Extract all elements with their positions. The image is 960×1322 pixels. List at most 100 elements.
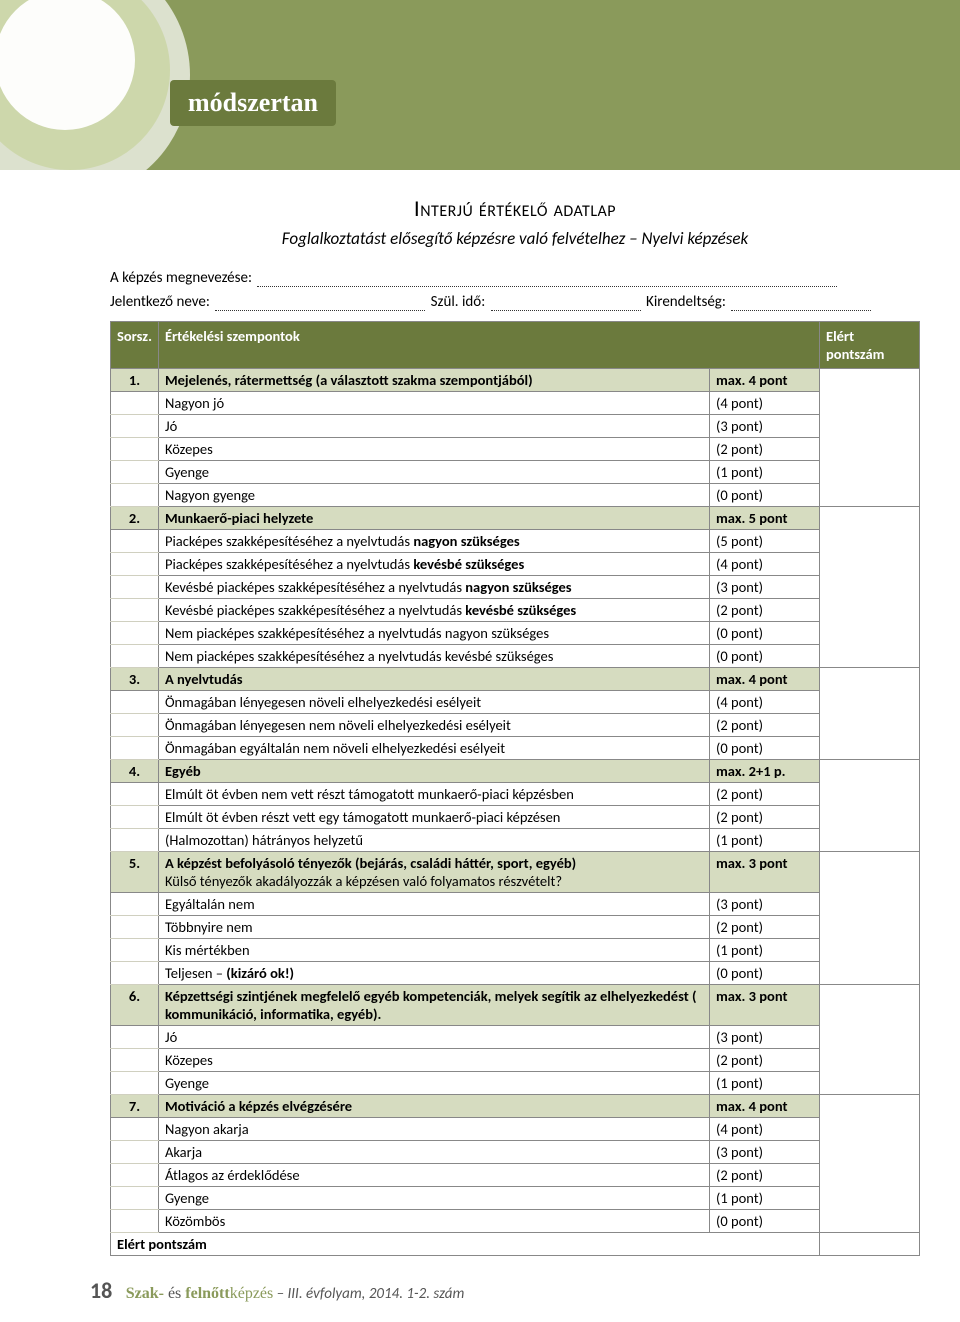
- criteria-row: Nagyon jó(4 pont): [111, 392, 920, 415]
- section-title: A képzést befolyásoló tényezők (bejárás,…: [158, 852, 709, 893]
- criteria-points: (1 pont): [710, 461, 820, 484]
- criteria-row: Önmagában egyáltalán nem növeli elhelyez…: [111, 737, 920, 760]
- section-number: 5.: [111, 852, 159, 893]
- section-title: Motiváció a képzés elvégzésére: [158, 1095, 709, 1118]
- criteria-label: Kevésbé piacképes szakképesítéséhez a ny…: [158, 576, 709, 599]
- criteria-row: Nem piacképes szakképesítéséhez a nyelvt…: [111, 622, 920, 645]
- criteria-row: Piacképes szakképesítéséhez a nyelvtudás…: [111, 530, 920, 553]
- criteria-label: Elmúlt öt évben nem vett részt támogatot…: [158, 783, 709, 806]
- section-title: Munkaerő-piaci helyzete: [158, 507, 709, 530]
- criteria-points: (0 pont): [710, 737, 820, 760]
- blank-cell: [111, 599, 159, 622]
- criteria-row: Önmagában lényegesen nem növeli elhelyez…: [111, 714, 920, 737]
- section-row: 6.Képzettségi szintjének megfelelő egyéb…: [111, 985, 920, 1026]
- blank-cell: [111, 645, 159, 668]
- score-cell[interactable]: [820, 852, 920, 985]
- criteria-points: (3 pont): [710, 1026, 820, 1049]
- blank-cell: [111, 415, 159, 438]
- field-course: A képzés megnevezése:: [110, 269, 920, 287]
- blank-cell: [111, 829, 159, 852]
- blank-cell: [111, 484, 159, 507]
- criteria-points: (5 pont): [710, 530, 820, 553]
- criteria-label: Közepes: [158, 438, 709, 461]
- criteria-points: (2 pont): [710, 1164, 820, 1187]
- evaluation-table: Sorsz.Értékelési szempontokElért pontszá…: [110, 321, 920, 1256]
- criteria-points: (2 pont): [710, 916, 820, 939]
- blank-cell: [111, 1049, 159, 1072]
- score-cell[interactable]: [820, 668, 920, 760]
- blank-cell: [111, 806, 159, 829]
- blank-cell: [111, 893, 159, 916]
- criteria-points: (4 pont): [710, 691, 820, 714]
- criteria-row: Egyáltalán nem(3 pont): [111, 893, 920, 916]
- score-cell[interactable]: [820, 985, 920, 1095]
- criteria-row: Jó(3 pont): [111, 415, 920, 438]
- blank-cell: [111, 1072, 159, 1095]
- score-cell[interactable]: [820, 507, 920, 668]
- blank-cell: [111, 1118, 159, 1141]
- criteria-row: Piacképes szakképesítéséhez a nyelvtudás…: [111, 553, 920, 576]
- section-number: 2.: [111, 507, 159, 530]
- section-row: 3.A nyelvtudásmax. 4 pont: [111, 668, 920, 691]
- blank-cell: [111, 392, 159, 415]
- section-badge: módszertan: [170, 80, 336, 126]
- result-value[interactable]: [820, 1233, 920, 1256]
- score-cell[interactable]: [820, 369, 920, 507]
- field-label: A képzés megnevezése:: [110, 269, 252, 287]
- section-max: max. 5 pont: [710, 507, 820, 530]
- criteria-points: (2 pont): [710, 1049, 820, 1072]
- dotted-fill: [215, 299, 425, 311]
- criteria-row: Kevésbé piacképes szakképesítéséhez a ny…: [111, 599, 920, 622]
- criteria-points: (4 pont): [710, 1118, 820, 1141]
- result-row: Elért pontszám: [111, 1233, 920, 1256]
- section-max: max. 4 pont: [710, 1095, 820, 1118]
- criteria-label: Piacképes szakképesítéséhez a nyelvtudás…: [158, 553, 709, 576]
- dotted-fill: [257, 275, 837, 287]
- blank-cell: [111, 438, 159, 461]
- section-number: 7.: [111, 1095, 159, 1118]
- blank-cell: [111, 530, 159, 553]
- criteria-points: (2 pont): [710, 806, 820, 829]
- section-max: max. 2+1 p.: [710, 760, 820, 783]
- section-title: Egyéb: [158, 760, 709, 783]
- blank-cell: [111, 1187, 159, 1210]
- page-number: 18: [90, 1277, 112, 1304]
- section-max: max. 4 pont: [710, 369, 820, 392]
- criteria-row: Teljesen – (kizáró ok!)(0 pont): [111, 962, 920, 985]
- criteria-row: Elmúlt öt évben részt vett egy támogatot…: [111, 806, 920, 829]
- criteria-points: (3 pont): [710, 576, 820, 599]
- criteria-label: Gyenge: [158, 461, 709, 484]
- criteria-points: (3 pont): [710, 1141, 820, 1164]
- section-row: 7.Motiváció a képzés elvégzéséremax. 4 p…: [111, 1095, 920, 1118]
- criteria-row: Közepes(2 pont): [111, 438, 920, 461]
- section-max: max. 3 pont: [710, 985, 820, 1026]
- criteria-label: Elmúlt öt évben részt vett egy támogatot…: [158, 806, 709, 829]
- document-title: Interjú értékelő adatlap: [110, 195, 920, 223]
- criteria-label: Gyenge: [158, 1072, 709, 1095]
- section-max: max. 3 pont: [710, 852, 820, 893]
- criteria-points: (0 pont): [710, 622, 820, 645]
- score-cell[interactable]: [820, 1095, 920, 1233]
- criteria-points: (2 pont): [710, 783, 820, 806]
- section-number: 3.: [111, 668, 159, 691]
- criteria-points: (0 pont): [710, 645, 820, 668]
- dotted-fill: [491, 299, 641, 311]
- footer-issue: – III. évfolyam, 2014. 1-2. szám: [273, 1285, 464, 1303]
- footer-brand: és: [164, 1285, 185, 1302]
- criteria-label: Önmagában lényegesen növeli elhelyezkedé…: [158, 691, 709, 714]
- criteria-points: (2 pont): [710, 438, 820, 461]
- section-title: Mejelenés, rátermettség (a választott sz…: [158, 369, 709, 392]
- criteria-label: Többnyire nem: [158, 916, 709, 939]
- criteria-row: Többnyire nem(2 pont): [111, 916, 920, 939]
- blank-cell: [111, 714, 159, 737]
- page-footer: 18 Szak- és felnőttképzés – III. évfolya…: [90, 1277, 464, 1304]
- criteria-row: Nagyon gyenge(0 pont): [111, 484, 920, 507]
- col-criteria: Értékelési szempontok: [158, 322, 819, 369]
- criteria-label: Közömbös: [158, 1210, 709, 1233]
- footer-brand: felnőtt: [185, 1285, 229, 1302]
- score-cell[interactable]: [820, 760, 920, 852]
- criteria-label: Kevésbé piacképes szakképesítéséhez a ny…: [158, 599, 709, 622]
- document-subtitle: Foglalkoztatást elősegítő képzésre való …: [110, 228, 920, 249]
- section-number: 1.: [111, 369, 159, 392]
- criteria-label: Jó: [158, 415, 709, 438]
